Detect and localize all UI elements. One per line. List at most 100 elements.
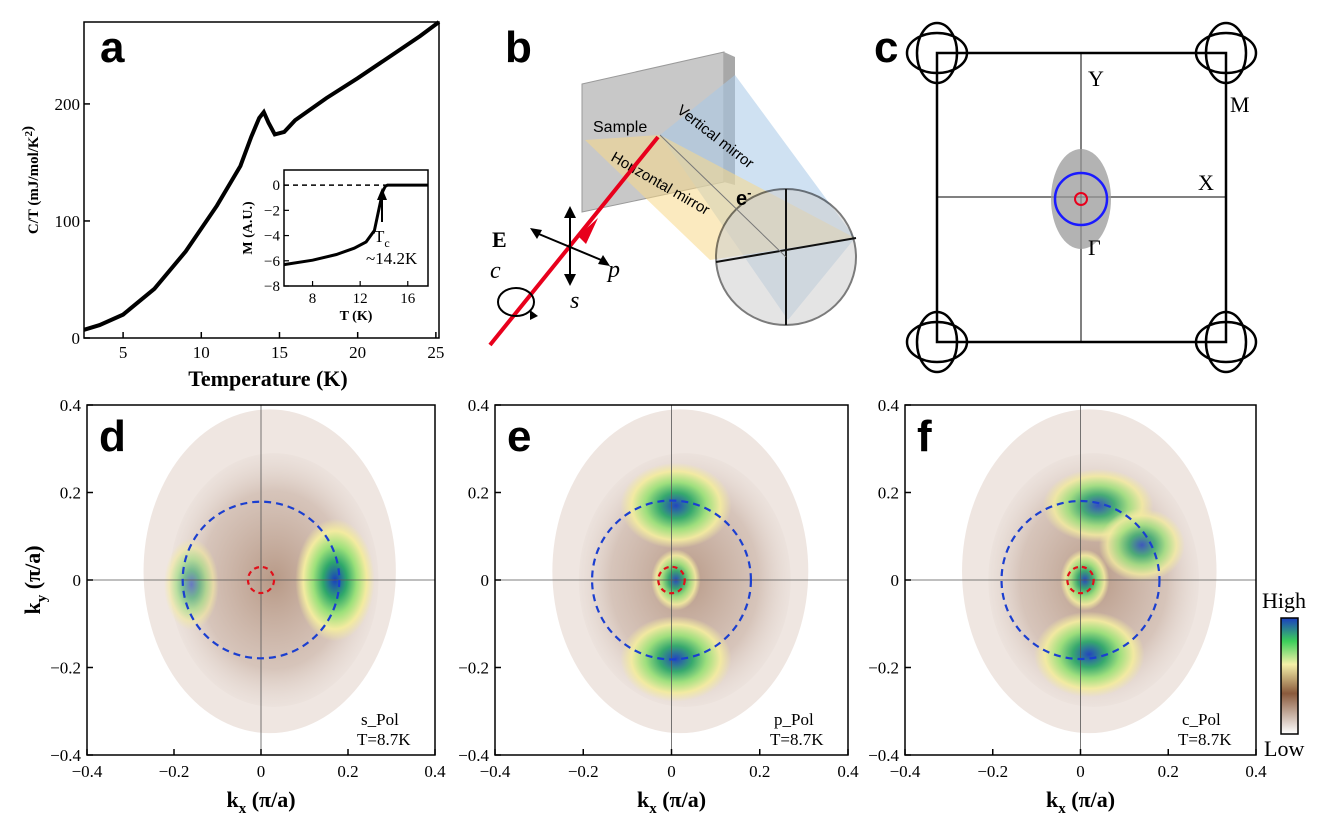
xtick-label: −0.2 [568, 762, 599, 781]
xtick-label: 0 [257, 762, 266, 781]
panel-f: −0.4 −0.2 0 0.2 0.4 −0.4 −0.2 0 0.2 0.4 f c_PolT=8.… [868, 396, 1267, 817]
sample-label: Sample [593, 119, 647, 136]
p-polarization-axis [533, 231, 607, 263]
temperature-label: T=8.7K [357, 730, 411, 749]
photon-beam-arrowhead [578, 218, 598, 244]
panel-e: −0.4 −0.2 0 0.2 0.4 −0.4 −0.2 0 0.2 0.4 e p_PolT=8.… [458, 396, 859, 817]
intensity-hotspot [1098, 508, 1185, 582]
xtick-label: 0.2 [1158, 762, 1179, 781]
a-xtick-label: 20 [349, 343, 366, 362]
panel-f-label: f [917, 412, 932, 461]
temperature-label: T=8.7K [1178, 730, 1232, 749]
a-xtick-label: 25 [427, 343, 444, 362]
ytick-label: 0.2 [468, 484, 489, 503]
panel-a-frame [83, 21, 440, 339]
xtick-label: 0.4 [1245, 762, 1267, 781]
ytick-label: 0 [73, 571, 82, 590]
inset-frame [283, 169, 429, 287]
panel-a-ticks: 5 10 15 20 25 0 100 200 [55, 95, 445, 362]
panel-a-ylabel: C/T (mJ/mol/K2) [20, 126, 42, 234]
ytick-label: 0.2 [878, 484, 899, 503]
inset-ytick-label: −6 [264, 254, 280, 270]
electron-label: e- [736, 185, 751, 210]
kx-axis-label: kx (π/a) [226, 787, 295, 817]
analyzer-horizontal-divider [715, 237, 857, 263]
tc-arrowhead [377, 188, 387, 200]
ytick-label: 0 [481, 571, 490, 590]
xtick-label: −0.4 [72, 762, 103, 781]
Gamma-label: Γ [1088, 235, 1101, 260]
M-label: M [1230, 92, 1250, 117]
heat-capacity-curve [83, 20, 441, 332]
panel-d-label: d [99, 412, 126, 461]
fermi-surface-inner [1066, 565, 1095, 595]
inset-ticks: 8 12 16 0 −2 −4 −6 −8 [264, 178, 416, 307]
kx-axis-label: kx (π/a) [637, 787, 706, 817]
inset-ytick-label: −8 [264, 279, 280, 295]
m-pocket-vertical [915, 310, 959, 374]
intensity-hotspot [620, 462, 732, 549]
intensity-hotspot [163, 538, 219, 631]
polarization-label: p_Pol [774, 710, 814, 729]
gamma-inner-pocket [1074, 192, 1088, 206]
m-pocket-horizontal [905, 320, 969, 364]
temperature-label: T=8.7K [770, 730, 824, 749]
m-pocket-vertical [1204, 310, 1248, 374]
m-pocket-vertical [1204, 21, 1248, 85]
E-label: E [492, 227, 507, 252]
p-label: p [606, 257, 620, 283]
panel-c-label: c [874, 23, 898, 72]
panel-b: b Sample Vertical mirror Horizontal mirr… [488, 23, 857, 347]
inset-xtick-label: 16 [400, 291, 416, 307]
ytick-label: 0.2 [60, 484, 81, 503]
s-label: s [570, 288, 579, 314]
panel-c: c Y M X Γ [874, 21, 1258, 374]
ytick-label: 0.4 [60, 396, 82, 415]
Y-label: Y [1088, 66, 1104, 91]
inset-ytick-label: 0 [273, 178, 281, 194]
panel-a-xlabel: Temperature (K) [188, 366, 347, 391]
polarization-label: s_Pol [361, 710, 399, 729]
panel-b-label: b [505, 23, 532, 72]
panel-d: −0.4 −0.2 0 0.2 0.4 −0.4 −0.2 0 0.2 0.4 d s_PolT=8.… [20, 396, 446, 817]
colorbar-low-label: Low [1264, 736, 1304, 761]
ytick-label: 0 [891, 571, 900, 590]
m-pocket-horizontal [1194, 320, 1258, 364]
inset-ytick-label: −4 [264, 229, 280, 245]
a-ytick-label: 0 [72, 329, 81, 348]
p-axis-arrows [530, 228, 610, 266]
m-point-pockets [905, 21, 1258, 374]
fermi-surface-outer [590, 499, 753, 661]
fermi-surface-outer [181, 500, 341, 660]
circular-loop-arrow [530, 310, 538, 320]
xtick-label: −0.2 [977, 762, 1008, 781]
intensity-hotspot [1033, 611, 1145, 698]
tc-value: ~14.2K [366, 249, 418, 268]
gamma-pocket-shade [1051, 149, 1111, 249]
c-label: c [490, 258, 501, 284]
ytick-label: 0.4 [878, 396, 900, 415]
a-xtick-label: 10 [193, 343, 210, 362]
a-xtick-label: 5 [119, 343, 128, 362]
m-pocket-horizontal [905, 31, 969, 75]
panel-a-label: a [100, 23, 125, 72]
emission-axis [659, 134, 787, 258]
polarization-label: c_Pol [1182, 710, 1221, 729]
xtick-label: −0.4 [480, 762, 511, 781]
xtick-label: −0.4 [890, 762, 921, 781]
fermi-surface-inner [246, 565, 276, 595]
m-pocket-vertical [915, 21, 959, 85]
kx-axis-label: kx (π/a) [1046, 787, 1115, 817]
ytick-label: −0.4 [868, 746, 899, 765]
a-xtick-label: 15 [271, 343, 288, 362]
inset-ytick-label: −2 [264, 203, 280, 219]
panel-e-label: e [507, 412, 531, 461]
xtick-label: 0 [667, 762, 676, 781]
fermi-surface-outer [1000, 499, 1161, 661]
colorbar-gradient [1280, 617, 1299, 735]
ytick-label: −0.4 [50, 746, 81, 765]
circular-polarization-loop [497, 287, 535, 317]
a-ytick-label: 200 [55, 95, 81, 114]
xtick-label: 0.2 [337, 762, 358, 781]
